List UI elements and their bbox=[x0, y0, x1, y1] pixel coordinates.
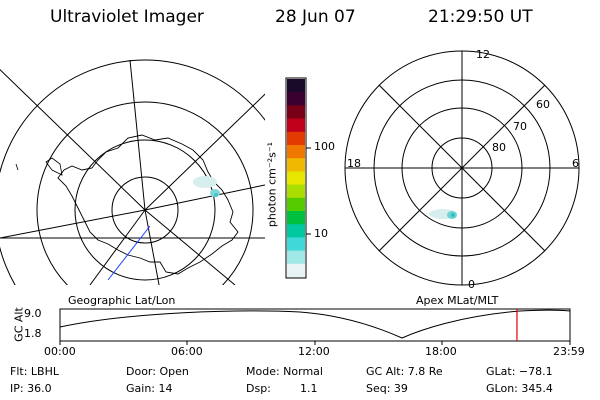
apex-label: Apex MLat/MLT bbox=[416, 294, 499, 307]
colorbar-step bbox=[287, 224, 305, 238]
colorbar-step bbox=[287, 79, 305, 93]
colorbar-step bbox=[287, 263, 305, 278]
colorbar-step bbox=[287, 197, 305, 212]
time-tick-0600: 06:00 bbox=[171, 345, 203, 358]
dsp-field-value: 1.1 bbox=[300, 382, 318, 395]
geographic-label: Geographic Lat/Lon bbox=[68, 294, 176, 307]
time-tick-2359: 23:59 bbox=[553, 345, 585, 358]
mlt-label-6: 6 bbox=[572, 157, 579, 170]
colorbar-step bbox=[287, 118, 305, 133]
time-label: 21:29:50 UT bbox=[428, 7, 533, 27]
alt-min-label: 1.8 bbox=[24, 327, 42, 340]
colorbar-step bbox=[287, 105, 305, 120]
date-label: 28 Jun 07 bbox=[275, 7, 356, 27]
colorbar-step bbox=[287, 145, 305, 159]
mlt-label-12: 12 bbox=[476, 48, 490, 61]
glat-field: GLat: −78.1 bbox=[486, 365, 553, 378]
time-tick-1200: 12:00 bbox=[298, 345, 330, 358]
colorbar bbox=[285, 77, 311, 279]
geographic-map bbox=[0, 59, 265, 285]
time-tick-0000: 00:00 bbox=[44, 345, 76, 358]
ip-field: IP: 36.0 bbox=[10, 382, 52, 395]
instrument-title: Ultraviolet Imager bbox=[50, 7, 204, 27]
seq-field: Seq: 39 bbox=[366, 382, 408, 395]
mlt-label-18: 18 bbox=[347, 157, 361, 170]
colorbar-step bbox=[287, 131, 305, 146]
colorbar-step bbox=[287, 250, 305, 265]
mlat-label-70: 70 bbox=[513, 120, 527, 133]
colorbar-step bbox=[287, 158, 305, 172]
mlat-label-80: 80 bbox=[492, 141, 506, 154]
left-aurora-emission bbox=[193, 176, 220, 197]
time-tick-1800: 18:00 bbox=[425, 345, 457, 358]
colorbar-step bbox=[287, 237, 305, 252]
right-aurora-emission bbox=[429, 209, 457, 219]
mlat-label-60: 60 bbox=[536, 98, 550, 111]
colorbar-unit-label: photon cm⁻²s⁻¹ bbox=[265, 141, 279, 228]
colorbar-step bbox=[287, 211, 305, 225]
colorbar-tick-100: 100 bbox=[314, 140, 335, 153]
mlt-label-0: 0 bbox=[468, 278, 475, 291]
colorbar-step bbox=[287, 171, 305, 186]
glon-field: GLon: 345.4 bbox=[486, 382, 553, 395]
gc-alt-field: GC Alt: 7.8 Re bbox=[366, 365, 443, 378]
gain-field: Gain: 14 bbox=[126, 382, 173, 395]
mode-field: Mode: Normal bbox=[246, 365, 323, 378]
altitude-strip bbox=[59, 308, 571, 345]
door-field: Door: Open bbox=[126, 365, 189, 378]
flt-field: Flt: LBHL bbox=[10, 365, 59, 378]
alt-max-label: 9.0 bbox=[24, 307, 42, 320]
colorbar-step bbox=[287, 92, 305, 106]
apex-polar-plot bbox=[344, 50, 580, 286]
colorbar-step bbox=[287, 184, 305, 199]
dsp-field-label: Dsp: bbox=[246, 382, 271, 395]
colorbar-tick-10: 10 bbox=[314, 227, 328, 240]
